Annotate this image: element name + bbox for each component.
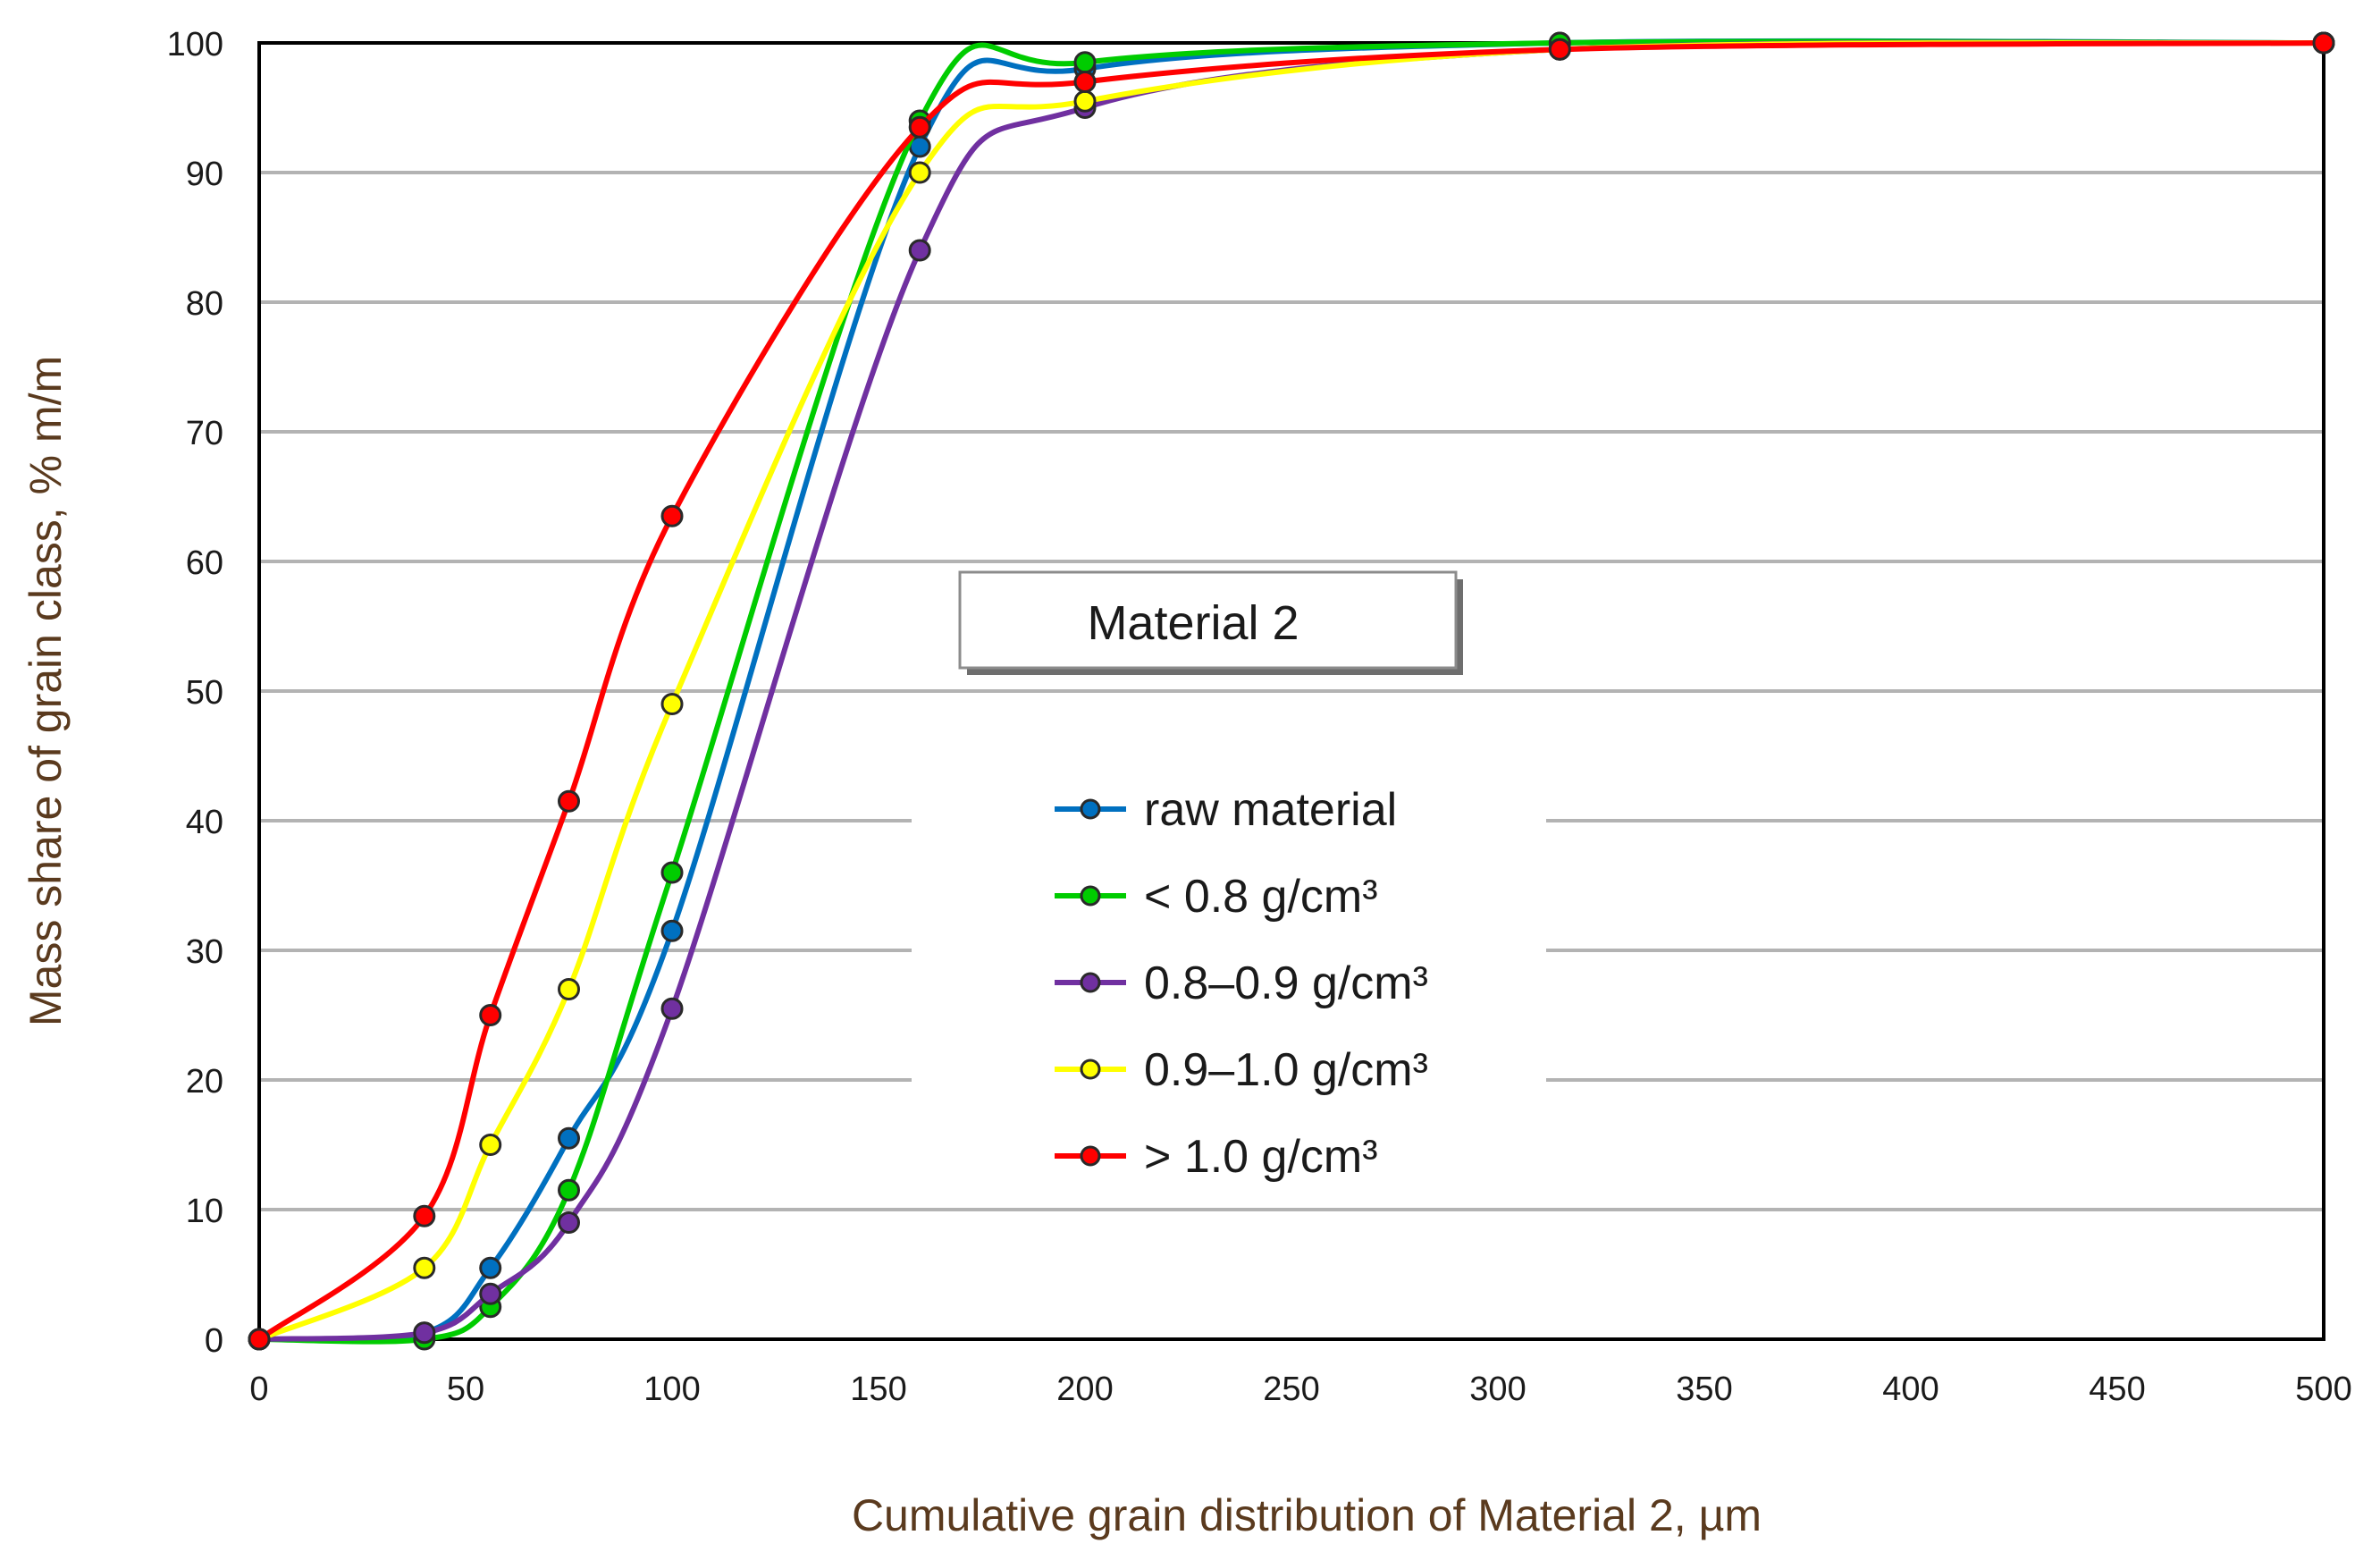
x-tick-label: 300 — [1469, 1371, 1526, 1408]
data-point — [1073, 51, 1097, 74]
data-point — [660, 504, 684, 527]
legend-label: 0.9–1.0 g/cm³ — [1144, 1044, 1428, 1096]
x-tick-label: 50 — [447, 1371, 484, 1408]
x-tick-label: 100 — [643, 1371, 700, 1408]
data-point — [1073, 71, 1097, 93]
data-point — [908, 239, 931, 262]
legend-label: > 1.0 g/cm³ — [1144, 1131, 1378, 1183]
y-tick-label: 70 — [186, 415, 223, 452]
legend-swatch-marker — [1080, 972, 1101, 993]
legend-item: < 0.8 g/cm³ — [1055, 871, 1378, 923]
data-point — [660, 919, 684, 942]
y-tick-label: 10 — [186, 1193, 223, 1230]
data-point — [1073, 89, 1097, 113]
data-point — [558, 1126, 580, 1150]
y-tick-label: 50 — [186, 674, 223, 712]
data-point — [908, 161, 931, 184]
series-group — [248, 31, 2335, 1351]
y-tick-labels: 0 10 20 30 40 50 60 70 80 90 100 — [167, 26, 223, 1360]
series-5 — [248, 31, 2335, 1351]
y-tick-label: 0 — [205, 1322, 223, 1360]
legend-label: raw material — [1144, 784, 1397, 836]
data-point — [413, 1204, 436, 1227]
y-axis-title: Mass share of grain class, % m/m — [21, 356, 71, 1026]
annotation-box: Material 2 — [958, 570, 1463, 675]
legend-swatch-marker — [1080, 1059, 1101, 1080]
data-point — [558, 789, 580, 813]
y-tick-label: 20 — [186, 1063, 223, 1101]
y-tick-label: 30 — [186, 933, 223, 971]
data-point — [479, 1004, 502, 1026]
legend-item: raw material — [1055, 784, 1397, 836]
legend-label: < 0.8 g/cm³ — [1144, 871, 1378, 923]
legend-item: 0.9–1.0 g/cm³ — [1055, 1044, 1428, 1096]
data-point — [558, 978, 580, 1000]
data-point — [2312, 31, 2335, 55]
legend-swatch-marker — [1080, 885, 1101, 907]
legend-background — [912, 769, 1546, 1189]
legend-label: 0.8–0.9 g/cm³ — [1144, 957, 1428, 1009]
annotation-text: Material 2 — [1087, 596, 1299, 650]
data-point — [660, 693, 684, 715]
x-tick-label: 500 — [2295, 1371, 2351, 1408]
x-tick-label: 0 — [249, 1371, 268, 1408]
data-point — [660, 997, 684, 1020]
y-tick-label: 60 — [186, 544, 223, 582]
x-axis-title: Cumulative grain distribution of Materia… — [852, 1490, 1762, 1540]
y-tick-label: 40 — [186, 804, 223, 841]
data-point — [558, 1211, 580, 1234]
data-point — [908, 115, 931, 139]
y-tick-label: 80 — [186, 285, 223, 323]
data-point — [558, 1178, 580, 1202]
data-point — [479, 1256, 502, 1279]
data-point — [413, 1321, 436, 1345]
data-point — [479, 1134, 502, 1156]
x-tick-label: 250 — [1263, 1371, 1319, 1408]
legend: raw material < 0.8 g/cm³ 0.8–0.9 g/cm³ 0.9–… — [912, 769, 1546, 1189]
y-tick-label: 90 — [186, 156, 223, 193]
legend-item: 0.8–0.9 g/cm³ — [1055, 957, 1428, 1009]
x-tick-label: 150 — [850, 1371, 906, 1408]
plot-area-border — [257, 41, 2325, 1341]
data-point — [413, 1256, 436, 1279]
legend-swatch-marker — [1080, 1145, 1101, 1167]
data-point — [660, 861, 684, 884]
series-line — [257, 40, 2326, 1342]
data-point — [1548, 38, 1571, 61]
legend-swatch-marker — [1080, 798, 1101, 820]
x-tick-label: 450 — [2089, 1371, 2145, 1408]
x-tick-label: 350 — [1676, 1371, 1732, 1408]
y-tick-label: 100 — [167, 26, 223, 63]
x-tick-labels: 0 50 100 150 200 250 300 350 400 450 500 — [249, 1371, 2351, 1408]
legend-item: > 1.0 g/cm³ — [1055, 1131, 1378, 1183]
x-tick-label: 400 — [1882, 1371, 1938, 1408]
data-point — [479, 1282, 502, 1305]
x-tick-label: 200 — [1056, 1371, 1113, 1408]
data-point — [248, 1328, 271, 1351]
